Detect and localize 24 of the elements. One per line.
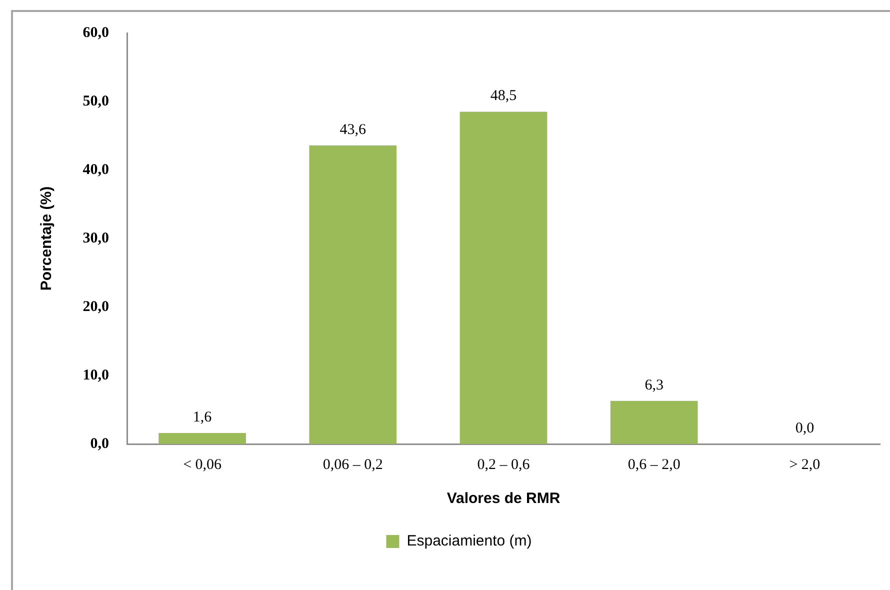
y-tick-label: 0,0 (90, 436, 109, 452)
legend-label: Espaciamiento (m) (406, 532, 532, 550)
y-tick-label: 50,0 (82, 93, 109, 110)
x-tick-label: 0,6 – 2,0 (628, 456, 680, 473)
bar (460, 112, 548, 444)
bar (610, 400, 698, 444)
x-tick-label: 0,06 – 0,2 (322, 456, 383, 473)
x-tick-label: 0,2 – 0,6 (477, 456, 530, 473)
bar (309, 145, 397, 444)
data-label: 48,5 (490, 88, 517, 104)
data-label: 43,6 (340, 122, 367, 138)
data-label: 6,3 (644, 377, 664, 394)
y-axis-title: Porcentaje (%) (38, 186, 56, 291)
data-label: 1,6 (192, 409, 212, 426)
bar (158, 433, 246, 444)
data-label: 0,0 (795, 420, 814, 436)
y-tick-label: 20,0 (82, 298, 109, 315)
x-tick-label: > 2,0 (789, 456, 820, 473)
y-tick-label: 30,0 (82, 230, 109, 246)
y-tick-label: 10,0 (82, 367, 109, 384)
x-tick-label: < 0,06 (183, 456, 222, 473)
y-tick-label: 40,0 (82, 162, 109, 178)
x-axis-title: Valores de RMR (446, 490, 560, 508)
y-tick-label: 60,0 (82, 24, 109, 41)
